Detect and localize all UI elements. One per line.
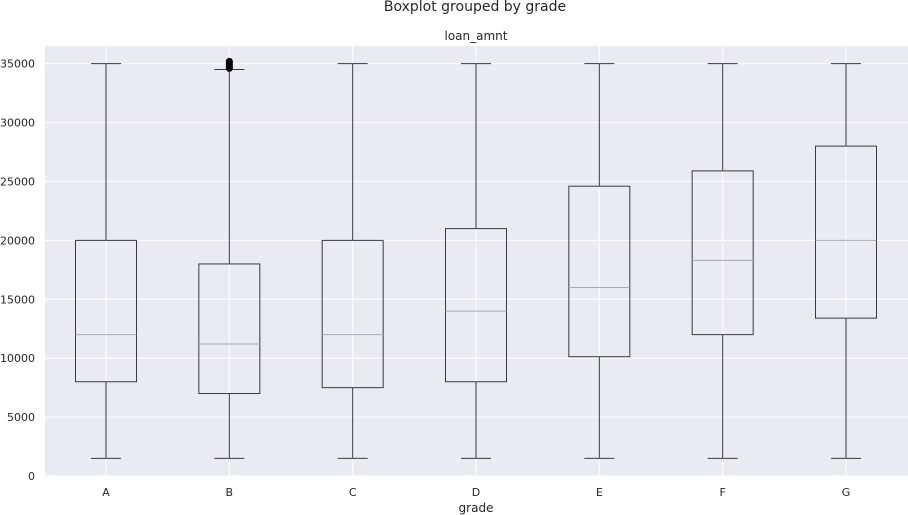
y-tick-label: 20000 — [0, 234, 35, 247]
y-tick-label: 35000 — [0, 58, 35, 71]
box-A — [75, 63, 137, 459]
box-iqr — [321, 239, 384, 389]
box-F — [691, 63, 754, 459]
plot-subtitle: loan_amnt — [445, 29, 508, 43]
box-iqr — [75, 239, 137, 383]
x-axis-ticks: A B C D E F G — [102, 486, 850, 499]
outlier-point — [225, 57, 233, 65]
x-tick-label: D — [472, 486, 480, 499]
x-tick-label: E — [596, 486, 603, 499]
x-tick-label: F — [720, 486, 726, 499]
chart-title: Boxplot grouped by grade — [384, 0, 566, 15]
y-tick-label: 15000 — [0, 293, 35, 306]
box-G — [815, 63, 877, 459]
y-axis-ticks: 0 5000 10000 15000 20000 25000 30000 35000 — [0, 58, 35, 483]
y-tick-label: 25000 — [0, 175, 35, 188]
x-tick-label: G — [842, 486, 851, 499]
box-iqr — [815, 145, 877, 319]
y-tick-label: 10000 — [0, 352, 35, 365]
x-tick-label: B — [226, 486, 234, 499]
box-B — [198, 57, 261, 459]
box-E — [568, 63, 631, 459]
box-D — [445, 63, 507, 459]
box-iqr — [568, 185, 631, 358]
x-axis-label: grade — [459, 501, 494, 515]
x-tick-label: A — [102, 486, 110, 499]
y-tick-label: 30000 — [0, 117, 35, 130]
box-iqr — [691, 170, 754, 336]
boxes — [75, 57, 877, 459]
box-iqr — [445, 228, 507, 383]
x-tick-label: C — [349, 486, 357, 499]
box-iqr — [198, 263, 261, 395]
y-tick-label: 5000 — [7, 411, 35, 424]
box-C — [321, 63, 384, 459]
y-tick-label: 0 — [28, 470, 35, 483]
